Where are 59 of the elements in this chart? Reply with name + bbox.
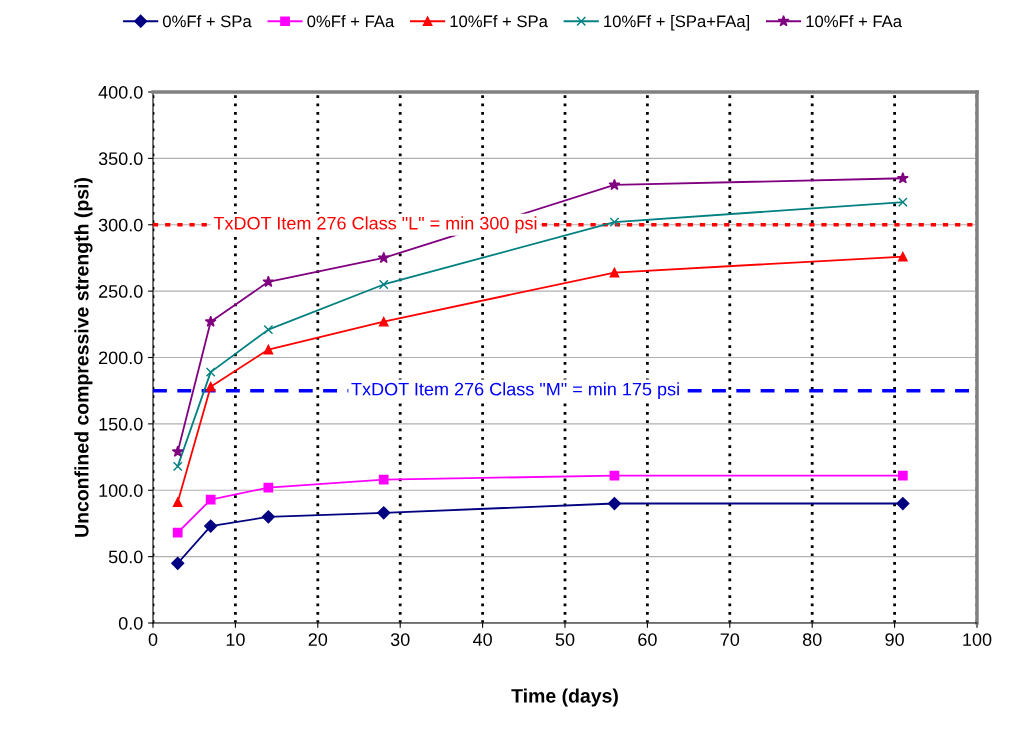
ref-line-label: TxDOT Item 276 Class "L" = min 300 psi — [213, 216, 537, 234]
point — [896, 172, 909, 184]
legend-label: 10%Ff + FAa — [806, 15, 903, 28]
point — [205, 367, 216, 377]
point — [205, 381, 216, 392]
point — [377, 251, 390, 264]
point — [609, 217, 620, 227]
point — [172, 461, 183, 472]
point — [896, 496, 910, 511]
point — [609, 470, 620, 481]
legend-label: 10%Ff + [SPa+FAa] — [604, 15, 750, 31]
x-tick-label: 60 — [638, 633, 657, 646]
x-axis-title: Time (days) — [511, 688, 618, 707]
point — [608, 178, 621, 191]
y-tick-label: 300.0 — [98, 218, 143, 232]
x-tick-label: 90 — [885, 633, 904, 646]
y-tick-label: 200.0 — [99, 351, 143, 365]
legend-label: 10%Ff + SPa — [450, 15, 548, 28]
x-tick-label: 10 — [226, 633, 245, 646]
point — [609, 267, 620, 278]
y-tick-label: 0.0 — [118, 616, 143, 630]
point — [263, 482, 274, 493]
point — [262, 275, 275, 288]
point — [607, 496, 622, 511]
point — [263, 324, 274, 335]
x-tick-label: 50 — [555, 633, 575, 646]
point — [171, 445, 184, 457]
y-axis-title: Unconfined compressive strength (psi) — [74, 178, 93, 537]
point — [897, 197, 908, 208]
point — [897, 470, 908, 481]
legend-label: 0%Ff + SPa — [162, 15, 252, 28]
point — [261, 510, 275, 524]
point — [172, 527, 183, 538]
x-tick-label: 80 — [802, 633, 822, 646]
y-tick-label: 400.0 — [98, 85, 143, 99]
point — [171, 556, 185, 570]
point — [204, 315, 217, 327]
x-tick-label: 20 — [308, 633, 328, 646]
point — [377, 506, 391, 520]
point — [263, 344, 274, 355]
y-tick-label: 150.0 — [99, 417, 143, 431]
x-tick-label: 70 — [720, 633, 740, 646]
point — [378, 316, 389, 327]
x-tick-label: 30 — [390, 633, 410, 646]
legend-label: 0%Ff + FAa — [307, 15, 395, 28]
x-tick-label: 40 — [472, 633, 492, 646]
y-tick-label: 250.0 — [99, 285, 143, 298]
point — [378, 474, 389, 485]
y-tick-label: 50.0 — [108, 550, 143, 564]
x-tick-label: 0 — [148, 633, 158, 646]
point — [897, 251, 908, 262]
ref-line-label: TxDOT Item 276 Class "M" = min 175 psi — [351, 382, 679, 400]
point — [172, 497, 183, 508]
y-tick-label: 350.0 — [98, 152, 143, 166]
y-tick-label: 100.0 — [99, 484, 143, 497]
point — [378, 279, 389, 290]
point — [205, 494, 216, 505]
x-tick-label: 100 — [963, 633, 992, 646]
point — [204, 519, 218, 533]
